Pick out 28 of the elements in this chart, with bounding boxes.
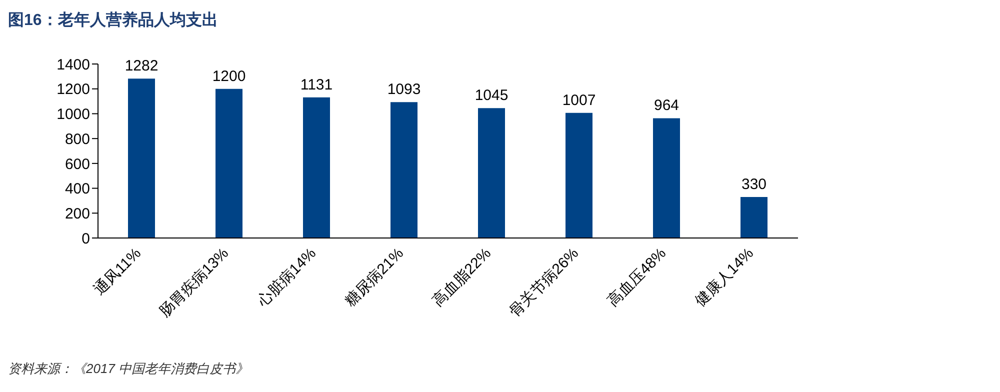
y-tick-label: 0	[82, 230, 90, 248]
data-label: 1200	[212, 68, 246, 85]
y-tick-label: 600	[64, 156, 90, 173]
bar	[566, 112, 592, 238]
y-tick-label: 1200	[56, 81, 90, 98]
data-label: 1131	[300, 76, 333, 94]
chart-title: 图16：老年人营养品人均支出	[8, 10, 218, 31]
x-tick-label: 高血压48%	[604, 244, 670, 310]
y-tick-label: 800	[64, 130, 90, 148]
data-label: 1045	[474, 87, 508, 104]
text: 资料来源：《2017 中国老年消费白皮书》	[8, 360, 249, 378]
bar	[390, 102, 418, 238]
x-tick-label: 通风11%	[90, 244, 145, 298]
bar	[740, 196, 768, 238]
data-label: 330	[741, 176, 767, 193]
data-label: 964	[654, 97, 680, 114]
bar	[128, 78, 155, 238]
bar	[653, 118, 680, 238]
bar	[303, 97, 330, 238]
y-tick-label: 200	[64, 205, 90, 222]
data-label: 1282	[124, 58, 158, 75]
y-tick-label: 400	[64, 180, 90, 198]
y-tick-label: 1400	[56, 56, 90, 74]
data-label: 1007	[562, 92, 596, 109]
data-label: 1093	[387, 81, 421, 98]
bar	[478, 108, 505, 238]
y-tick-label: 1000	[56, 106, 90, 124]
bar	[216, 88, 242, 238]
